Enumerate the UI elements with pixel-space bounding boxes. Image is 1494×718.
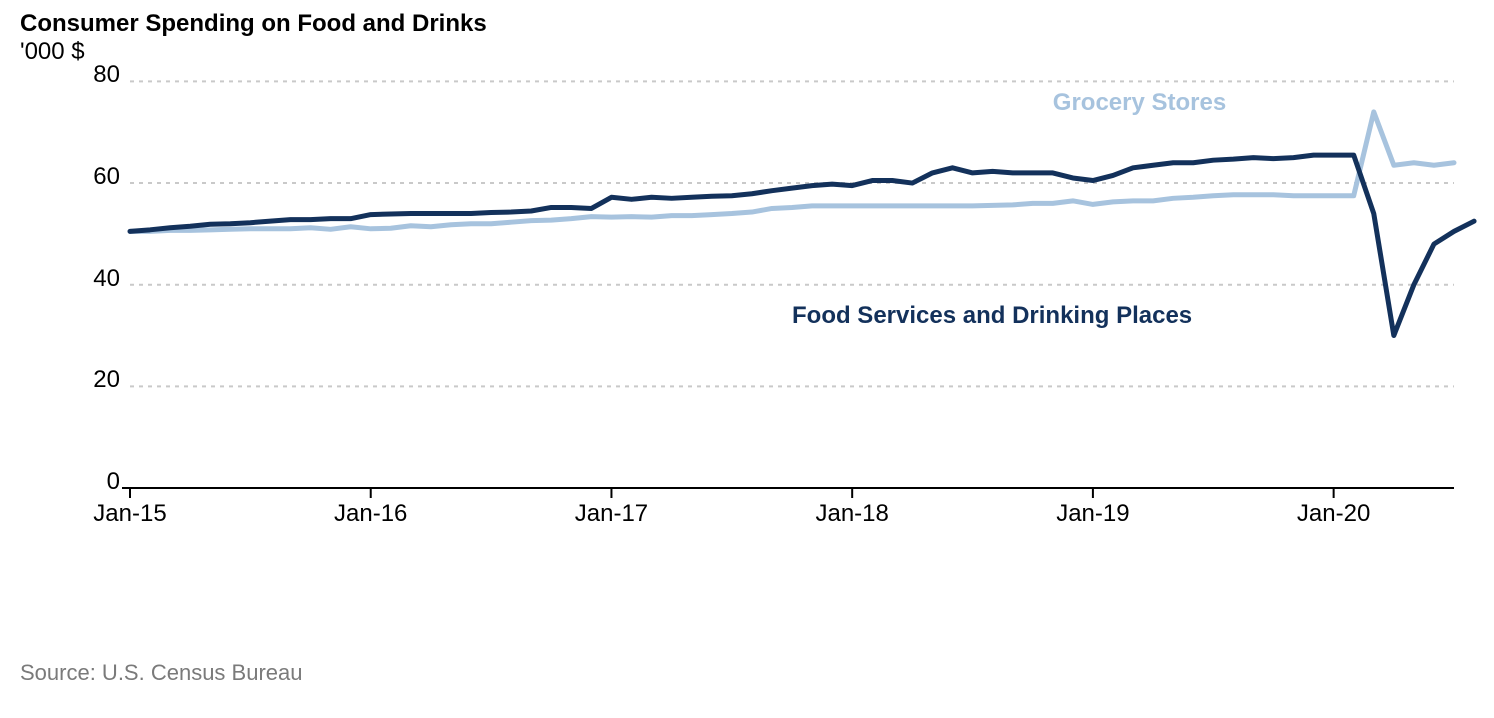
x-tick-label: Jan-18 <box>815 500 888 528</box>
y-tick-label: 60 <box>60 163 120 191</box>
chart-container: Consumer Spending on Food and Drinks '00… <box>20 10 1474 66</box>
x-tick-label: Jan-17 <box>575 500 648 528</box>
series-line <box>130 112 1454 231</box>
series-label: Grocery Stores <box>1053 89 1226 117</box>
chart-title: Consumer Spending on Food and Drinks <box>20 10 1474 38</box>
chart-svg <box>130 50 1454 494</box>
x-tick-label: Jan-15 <box>93 500 166 528</box>
chart-source: Source: U.S. Census Bureau <box>20 660 302 686</box>
x-tick-label: Jan-19 <box>1056 500 1129 528</box>
x-tick-label: Jan-16 <box>334 500 407 528</box>
y-tick-label: 80 <box>60 61 120 89</box>
y-tick-label: 20 <box>60 366 120 394</box>
plot-area: 020406080Jan-15Jan-16Jan-17Jan-18Jan-19J… <box>130 50 1454 482</box>
y-tick-label: 0 <box>60 468 120 496</box>
y-tick-label: 40 <box>60 265 120 293</box>
series-label: Food Services and Drinking Places <box>792 302 1192 330</box>
x-tick-label: Jan-20 <box>1297 500 1370 528</box>
